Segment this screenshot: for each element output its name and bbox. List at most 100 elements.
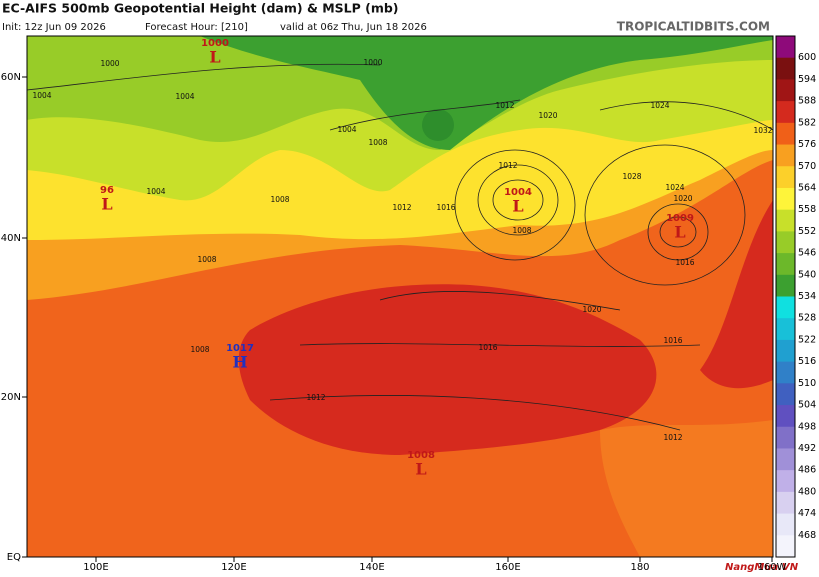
forecast-hour: Forecast Hour: [210] xyxy=(145,22,248,33)
watermark: NangMua.VN xyxy=(725,562,799,573)
colorbar-block xyxy=(776,513,795,536)
colorbar-block xyxy=(776,318,795,341)
colorbar-block xyxy=(776,57,795,80)
pressure-symbol: L xyxy=(209,48,220,67)
isobar-label: 1012 xyxy=(306,393,325,402)
colorbar-block xyxy=(776,36,795,59)
colorbar-label: 480 xyxy=(798,486,816,497)
isobar-label: 1016 xyxy=(478,343,497,352)
isobar-label: 1008 xyxy=(368,138,387,147)
colorbar-block xyxy=(776,166,795,189)
pressure-symbol: H xyxy=(232,353,247,372)
isobar-label: 1020 xyxy=(673,194,692,203)
colorbar-block xyxy=(776,253,795,276)
colorbar-label: 570 xyxy=(798,161,816,172)
colorbar-block xyxy=(776,448,795,471)
colorbar-block xyxy=(776,144,795,167)
lat-label: 60N xyxy=(1,72,21,83)
colorbar-label: 528 xyxy=(798,313,816,324)
map-frame xyxy=(26,35,774,558)
pressure-value: 1004 xyxy=(504,187,532,198)
title: EC-AIFS 500mb Geopotential Height (dam) … xyxy=(2,1,399,16)
isobar-label: 1012 xyxy=(498,161,517,170)
map-area xyxy=(27,36,773,557)
pressure-value: 1017 xyxy=(226,343,254,354)
colorbar-block xyxy=(776,274,795,297)
init-time: Init: 12z Jun 09 2026 xyxy=(2,22,106,33)
colorbar-block xyxy=(776,470,795,493)
lon-label: 180 xyxy=(630,562,649,573)
pressure-value: 1000 xyxy=(201,38,229,49)
pressure-symbol: L xyxy=(415,460,426,479)
isobar-label: 1000 xyxy=(363,58,382,67)
isobar-label: 1012 xyxy=(495,101,514,110)
colorbar-label: 588 xyxy=(798,96,816,107)
colorbar-label: 492 xyxy=(798,443,816,454)
isobar-label: 1024 xyxy=(650,101,669,110)
colorbar-block xyxy=(776,491,795,515)
colorbar-block xyxy=(776,339,795,363)
colorbar-label: 504 xyxy=(798,400,816,411)
isobar-label: 1012 xyxy=(392,203,411,212)
colorbar-block xyxy=(776,405,795,428)
colorbar-label: 468 xyxy=(798,530,816,541)
colorbar-label: 552 xyxy=(798,226,816,237)
pressure-symbol: L xyxy=(512,197,523,216)
lon-label: 100E xyxy=(83,562,108,573)
isobar-label: 1008 xyxy=(512,226,531,235)
colorbar-label: 564 xyxy=(798,182,816,193)
colorbar-label: 582 xyxy=(798,117,816,128)
pressure-value: 1008 xyxy=(407,450,435,461)
colorbar-block xyxy=(776,122,795,146)
colorbar-label: 498 xyxy=(798,421,816,432)
colorbar-label: 594 xyxy=(798,74,816,85)
pressure-symbol: L xyxy=(674,223,685,242)
isobar-label: 1016 xyxy=(663,336,682,345)
isobar-label: 1020 xyxy=(538,111,557,120)
pressure-symbol: L xyxy=(101,195,112,214)
colorbar-block xyxy=(776,535,795,558)
colorbar-frame xyxy=(775,35,796,558)
colorbar-label: 474 xyxy=(798,508,816,519)
isobar-label: 1004 xyxy=(146,187,165,196)
isobar-label: 1004 xyxy=(175,92,194,101)
lat-label: 40N xyxy=(1,233,21,244)
isobar-label: 1008 xyxy=(197,255,216,264)
colorbar-label: 534 xyxy=(798,291,816,302)
colorbar-label: 486 xyxy=(798,465,816,476)
colorbar-label: 516 xyxy=(798,356,816,367)
colorbar-block xyxy=(776,361,795,384)
colorbar-block xyxy=(776,79,795,102)
isobar-label: 1024 xyxy=(665,183,684,192)
colorbar-block xyxy=(776,426,795,449)
lat-label: 20N xyxy=(1,392,21,403)
isobar-label: 1016 xyxy=(436,203,455,212)
colorbar-block xyxy=(776,296,795,319)
colorbar-block xyxy=(776,231,795,254)
isobar-label: 1004 xyxy=(32,91,51,100)
colorbar-label: 522 xyxy=(798,334,816,345)
colorbar-label: 510 xyxy=(798,378,816,389)
colorbar-label: 600 xyxy=(798,52,816,63)
isobar-label: 1012 xyxy=(663,433,682,442)
colorbar-block xyxy=(776,209,795,232)
brand: TROPICALTIDBITS.COM xyxy=(617,20,770,34)
lon-label: 120E xyxy=(221,562,246,573)
colorbar-label: 576 xyxy=(798,139,816,150)
isobar-label: 1020 xyxy=(582,305,601,314)
isobar-label: 1004 xyxy=(337,125,356,134)
valid-time: valid at 06z Thu, Jun 18 2026 xyxy=(280,22,427,33)
isobars xyxy=(27,63,773,431)
isobar-label: 1032 xyxy=(753,126,772,135)
colorbar-label: 558 xyxy=(798,204,816,215)
lon-label: 160E xyxy=(495,562,520,573)
colorbar-label: 540 xyxy=(798,269,816,280)
pressure-value: 96 xyxy=(100,185,114,196)
colorbar-label: 546 xyxy=(798,248,816,259)
isobar-label: 1008 xyxy=(190,345,209,354)
lon-label: 140E xyxy=(359,562,384,573)
lon-label: 160W xyxy=(758,562,787,573)
isobar-label: 1008 xyxy=(270,195,289,204)
isobar-label: 1000 xyxy=(100,59,119,68)
